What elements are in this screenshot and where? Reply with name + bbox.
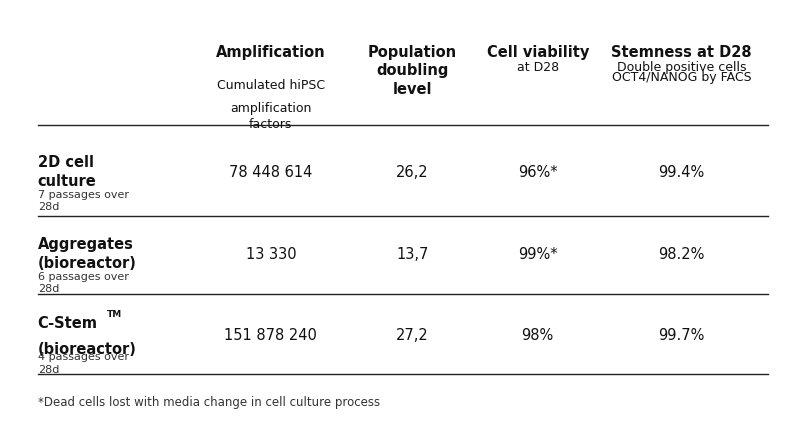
Text: (bioreactor): (bioreactor) [38,342,137,357]
Text: 99.4%: 99.4% [659,164,704,179]
Text: 78 448 614: 78 448 614 [229,164,312,179]
Text: 13 330: 13 330 [246,246,296,261]
Text: 151 878 240: 151 878 240 [225,327,317,342]
Text: 4 passages over
28d: 4 passages over 28d [38,351,129,374]
Text: 2D cell
culture: 2D cell culture [38,154,97,188]
Text: amplification
factors: amplification factors [230,101,312,130]
Text: C-Stem: C-Stem [38,315,97,330]
Text: Stemness at D28: Stemness at D28 [611,45,752,60]
Text: 98.2%: 98.2% [658,246,705,261]
Text: 96%*: 96%* [518,164,557,179]
Text: 99.7%: 99.7% [658,327,705,342]
Text: TM: TM [107,310,122,319]
Text: Cumulated hiPSC: Cumulated hiPSC [217,79,325,92]
Text: 26,2: 26,2 [396,164,429,179]
Text: 7 passages over
28d: 7 passages over 28d [38,189,129,211]
Text: Cell viability: Cell viability [487,45,589,60]
Text: at D28: at D28 [517,60,559,73]
Text: Double positive cells: Double positive cells [617,60,746,73]
Text: OCT4/NANOG by FACS: OCT4/NANOG by FACS [612,71,751,84]
Text: *Dead cells lost with media change in cell culture process: *Dead cells lost with media change in ce… [38,395,380,408]
Text: Aggregates
(bioreactor): Aggregates (bioreactor) [38,236,137,270]
Text: Population
doubling
level: Population doubling level [367,45,457,97]
Text: 27,2: 27,2 [396,327,429,342]
Text: 98%: 98% [521,327,554,342]
Text: 6 passages over
28d: 6 passages over 28d [38,271,129,293]
Text: Amplification: Amplification [216,45,326,60]
Text: 13,7: 13,7 [396,246,429,261]
Text: 99%*: 99%* [518,246,557,261]
